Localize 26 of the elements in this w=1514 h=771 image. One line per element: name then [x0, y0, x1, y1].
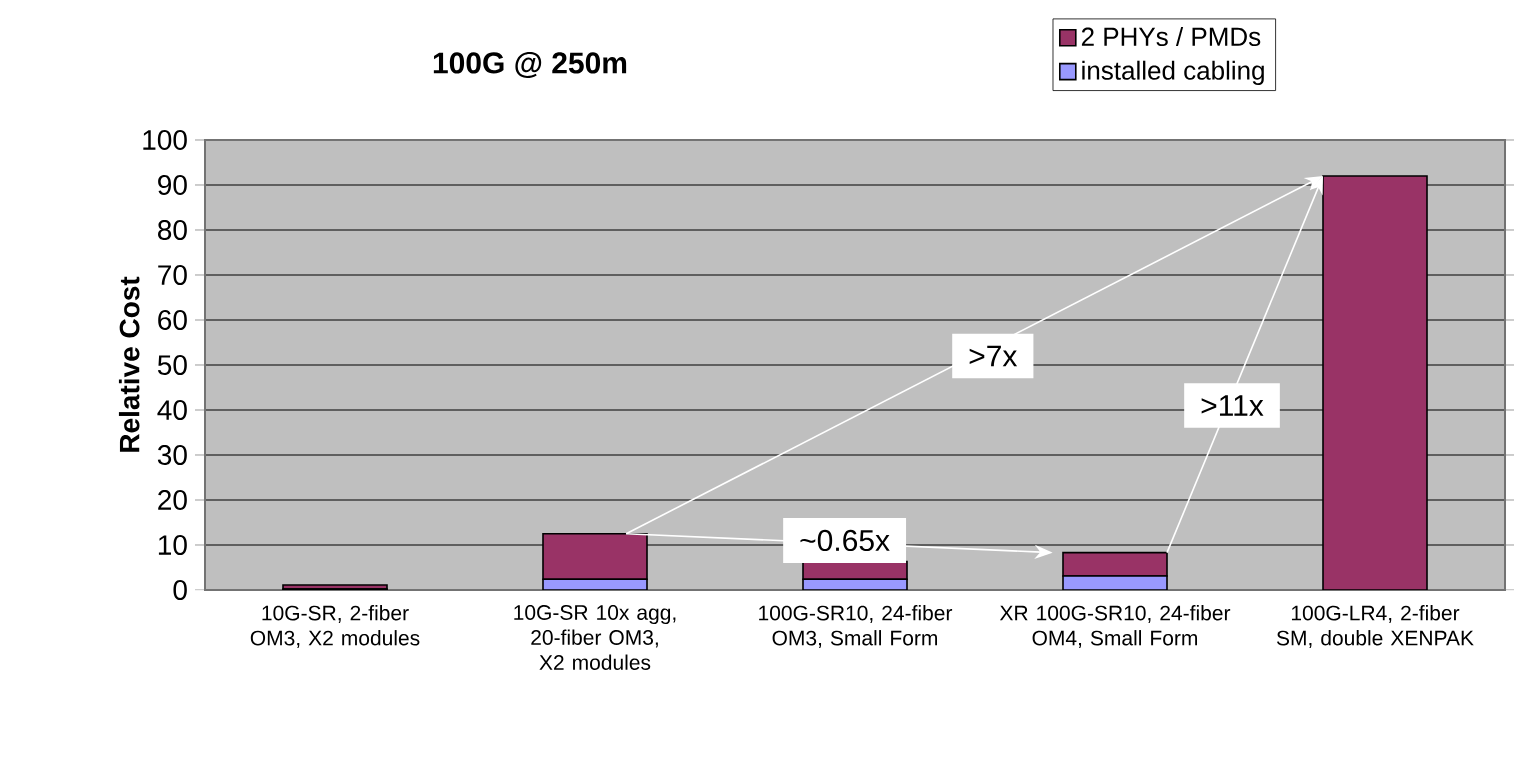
annotation: >7x: [969, 345, 1018, 367]
bar: [542, 532, 648, 580]
y-tick-label: 30: [157, 445, 187, 465]
bar: [1062, 551, 1168, 577]
y-tick-label: 50: [157, 355, 187, 375]
x-tick-label: 100G-SR10, 24-fiber OM3, Small Form: [759, 605, 953, 648]
bar: [1322, 175, 1428, 590]
annotation: ~0.65x: [800, 529, 890, 552]
x-tick-label: 10G-SR, 2-fiber OM3, X2 modules: [250, 605, 420, 648]
y-tick-label: 70: [158, 265, 187, 285]
y-tick-label: 100: [143, 130, 187, 150]
legend-label: installed cabling: [1082, 60, 1264, 85]
x-tick-label: 100G-LR4, 2-fiber SM, double XENPAK: [1276, 605, 1474, 648]
y-tick-label: 90: [158, 175, 187, 195]
y-tick-label: 80: [158, 220, 187, 240]
x-tick-label: 10G-SR 10x agg, 20-fiber OM3, X2 modules: [514, 605, 676, 670]
legend-label: 2 PHYs / PMDs: [1081, 26, 1261, 46]
y-tick-label: 40: [157, 400, 187, 420]
y-tick-label: 10: [158, 535, 187, 555]
y-tick-label: 0: [173, 580, 187, 600]
x-tick-label: XR 100G-SR10, 24-fiber OM4, Small Form: [999, 605, 1231, 648]
annotation: >11x: [1201, 395, 1264, 416]
y-tick-label: 20: [158, 490, 187, 510]
chart-title: 100G @ 250m: [433, 51, 627, 79]
y-tick-label: 60: [158, 310, 187, 330]
y-axis-title: Relative Cost: [118, 276, 140, 452]
